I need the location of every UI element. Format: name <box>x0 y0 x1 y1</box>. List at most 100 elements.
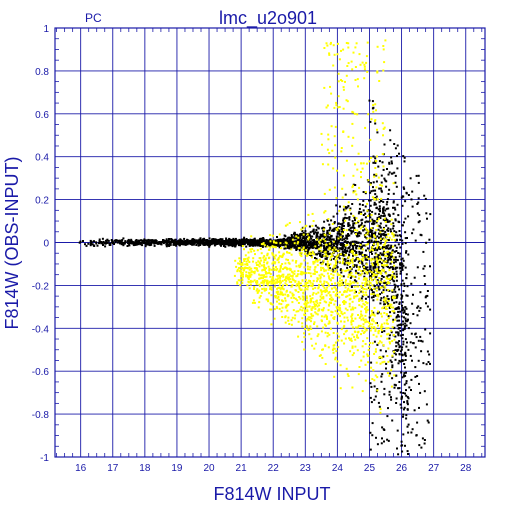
yellow-point <box>370 293 373 296</box>
black-point <box>308 247 310 250</box>
yellow-point <box>263 244 266 247</box>
black-point <box>158 241 161 243</box>
black-point <box>388 188 391 191</box>
black-point <box>309 231 312 234</box>
yellow-point <box>344 270 347 273</box>
yellow-point <box>312 287 315 290</box>
yellow-point <box>345 329 348 332</box>
yellow-point <box>264 257 267 260</box>
yellow-point <box>366 272 369 275</box>
yellow-point <box>313 261 316 264</box>
yellow-point <box>309 284 312 287</box>
yellow-point <box>248 261 251 263</box>
yellow-point <box>351 317 354 320</box>
black-point <box>203 239 206 242</box>
yellow-point <box>336 255 339 257</box>
yellow-point <box>345 159 348 162</box>
yellow-point <box>327 138 330 141</box>
black-point <box>203 241 206 244</box>
black-point <box>325 248 327 251</box>
yellow-point <box>292 309 295 312</box>
yellow-point <box>239 260 242 263</box>
yellow-point <box>324 344 327 347</box>
black-point <box>390 398 393 401</box>
yellow-point <box>376 45 379 48</box>
yellow-point <box>362 294 365 297</box>
black-point <box>404 354 407 357</box>
yellow-point <box>330 296 333 299</box>
black-point <box>368 199 370 202</box>
yellow-point <box>383 284 386 287</box>
black-point <box>376 218 379 221</box>
yellow-point <box>310 317 313 320</box>
yellow-point <box>268 269 271 272</box>
black-point <box>426 294 429 297</box>
black-point <box>390 331 393 334</box>
black-point <box>336 232 339 235</box>
black-point <box>405 192 408 195</box>
black-point <box>393 311 396 314</box>
yellow-point <box>324 210 327 213</box>
black-point <box>385 265 388 268</box>
x-axis-title: F814W INPUT <box>213 484 330 504</box>
black-point <box>191 240 194 243</box>
yellow-point <box>312 279 315 282</box>
yellow-point <box>347 201 350 204</box>
yellow-point <box>323 254 326 257</box>
yellow-point <box>350 337 353 340</box>
yellow-point <box>344 330 347 333</box>
axis-ticks: 16 17 18 19 20 21 22 23 24 25 26 27 2810.80.60.40.20… <box>32 24 485 474</box>
black-point <box>403 326 406 328</box>
yellow-point <box>334 144 337 147</box>
black-point <box>374 247 377 250</box>
yellow-point <box>357 220 360 223</box>
yellow-point <box>239 269 242 272</box>
black-point <box>362 244 365 247</box>
black-point <box>364 254 367 257</box>
yellow-point <box>258 277 261 280</box>
black-point <box>335 240 338 242</box>
yellow-point <box>252 257 255 260</box>
black-point <box>287 242 290 244</box>
yellow-point <box>322 268 325 271</box>
black-point <box>344 260 347 263</box>
yellow-point <box>293 270 296 273</box>
black-point <box>310 242 313 245</box>
yellow-point <box>376 389 379 392</box>
black-point <box>388 337 391 340</box>
yellow-point <box>328 53 331 56</box>
black-point <box>388 334 391 337</box>
yellow-point <box>269 246 272 249</box>
yellow-point <box>320 330 323 333</box>
yellow-point <box>247 251 250 254</box>
yellow-point <box>281 279 284 282</box>
black-point <box>330 219 333 222</box>
yellow-point <box>324 363 327 365</box>
black-point <box>260 237 263 240</box>
black-point <box>332 238 335 241</box>
yellow-point <box>292 279 295 282</box>
yellow-point <box>310 320 312 323</box>
yellow-point <box>295 265 298 268</box>
y-tick-label: 0.8 <box>35 67 49 78</box>
black-point <box>426 350 429 353</box>
black-point <box>394 147 397 150</box>
yellow-point <box>255 268 258 271</box>
black-point <box>126 240 129 243</box>
yellow-point <box>343 302 346 305</box>
black-point <box>369 228 372 231</box>
black-point <box>405 273 408 276</box>
yellow-point <box>352 252 355 255</box>
black-point <box>388 251 391 254</box>
yellow-point <box>327 303 330 306</box>
yellow-point <box>286 223 289 226</box>
black-point <box>210 241 213 244</box>
black-point <box>402 186 405 189</box>
yellow-point <box>343 291 346 294</box>
yellow-point <box>373 277 376 280</box>
black-point <box>402 311 405 314</box>
yellow-point <box>279 276 281 279</box>
black-point <box>348 246 351 249</box>
yellow-point <box>375 280 378 283</box>
black-point <box>401 224 404 227</box>
